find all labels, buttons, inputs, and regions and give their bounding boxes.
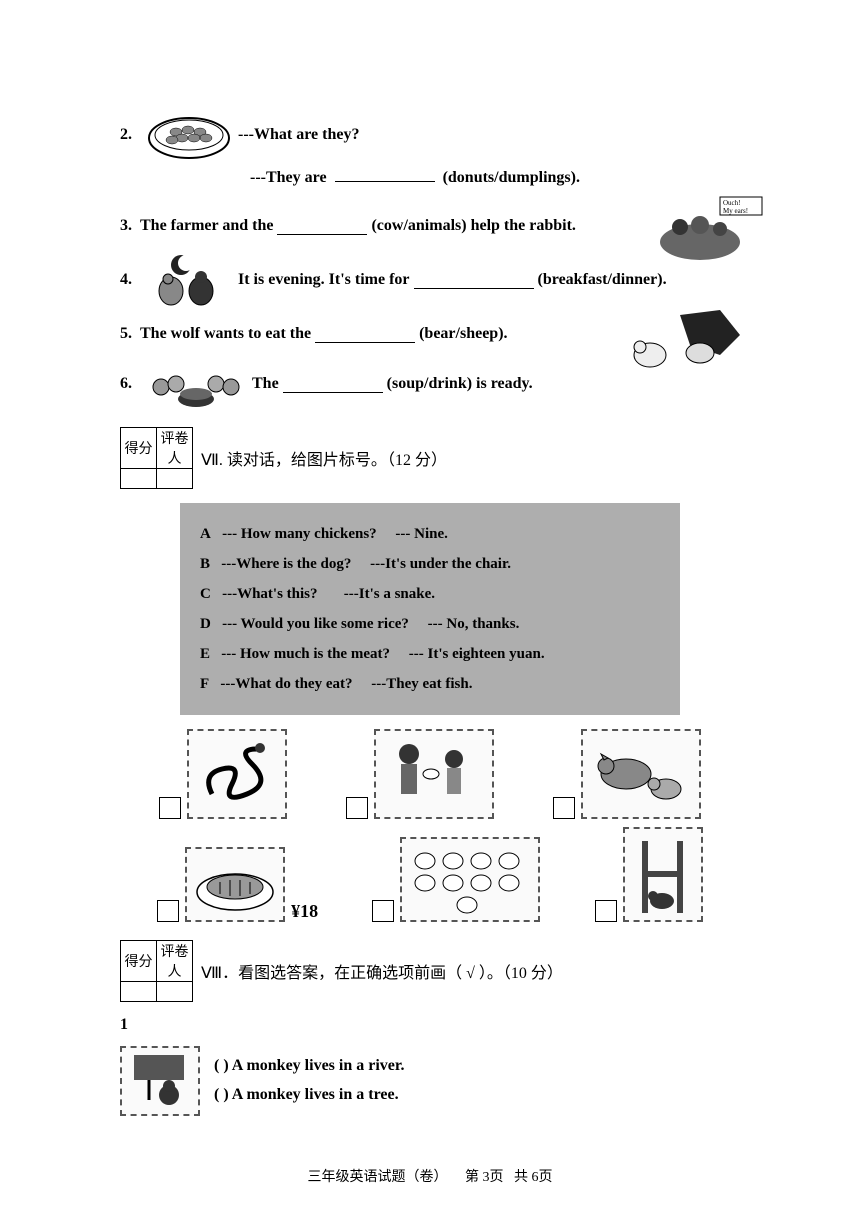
dialog-B: B ---Where is the dog? ---It's under the…: [200, 549, 660, 579]
q6-blank[interactable]: [283, 375, 383, 393]
grader-label: 评卷人: [157, 428, 193, 469]
answer-box[interactable]: [372, 900, 394, 922]
q8-1-number: 1: [120, 1016, 740, 1034]
answer-box[interactable]: [595, 900, 617, 922]
section-7-title: Ⅶ. 读对话，给图片标号。（12 分）: [201, 446, 447, 470]
wolf-sheep-image: [620, 305, 750, 375]
q6-prefix: The: [252, 375, 279, 393]
img-cell-snake: [159, 729, 287, 819]
img-cell-dog-chair: [595, 827, 703, 922]
q6-options: (soup/drink) is ready.: [387, 375, 533, 393]
q3-number: 3.: [120, 217, 132, 235]
dialog-E: E --- How much is the meat? --- It's eig…: [200, 639, 660, 669]
page-footer: 三年级英语试题（卷） 第 3页 共 6页: [0, 1166, 860, 1186]
dumplings-image: [146, 110, 232, 160]
q5-blank[interactable]: [315, 325, 415, 343]
q8-1-opt-a[interactable]: ( ) A monkey lives in a river.: [214, 1052, 405, 1081]
q2-prompt-1: ---What are they?: [238, 126, 359, 144]
dialog-F: F ---What do they eat? ---They eat fish.: [200, 669, 660, 699]
score-cell[interactable]: [121, 469, 157, 489]
score-table-7: 得分评卷人: [120, 427, 193, 489]
svg-text:Ouch!: Ouch!: [723, 199, 741, 207]
grader-cell[interactable]: [157, 469, 193, 489]
score-label: 得分: [121, 941, 157, 982]
q2-options: (donuts/dumplings).: [443, 169, 580, 186]
score-label: 得分: [121, 428, 157, 469]
dialog-A: A --- How many chickens? --- Nine.: [200, 519, 660, 549]
q2-line2: ---They are (donuts/dumplings).: [120, 164, 740, 187]
q4-blank[interactable]: [414, 271, 534, 289]
section-8-title: Ⅷ．看图选答案，在正确选项前画（ √ ）。（10 分）: [201, 959, 563, 983]
answer-box[interactable]: [159, 797, 181, 819]
q8-1-opt-b[interactable]: ( ) A monkey lives in a tree.: [214, 1081, 405, 1110]
svg-text:My ears!: My ears!: [723, 207, 748, 215]
cats-fish-image: [581, 729, 701, 819]
soup-cooking-image: [146, 359, 246, 409]
q2-number: 2.: [120, 126, 132, 144]
img-cell-chickens: [372, 827, 540, 922]
chickens-image: [400, 837, 540, 922]
q3-options: (cow/animals) help the rabbit.: [371, 217, 575, 235]
dialog-D: D --- Would you like some rice? --- No, …: [200, 609, 660, 639]
image-grid-row-1: [130, 729, 730, 819]
q4-options: (breakfast/dinner).: [538, 271, 667, 289]
grader-cell[interactable]: [157, 982, 193, 1002]
img-cell-cats-fish: [553, 729, 701, 819]
q8-1: ( ) A monkey lives in a river. ( ) A mon…: [120, 1046, 740, 1116]
q4-prefix: It is evening. It's time for: [238, 271, 410, 289]
snake-image: [187, 729, 287, 819]
q2-blank[interactable]: [335, 164, 435, 182]
meat-image: [185, 847, 285, 922]
section-8-header: 得分评卷人 Ⅷ．看图选答案，在正确选项前画（ √ ）。（10 分）: [120, 940, 740, 1002]
farmer-animals-image: Ouch! My ears!: [650, 187, 770, 267]
dialog-C: C ---What's this? ---It's a snake.: [200, 579, 660, 609]
grader-label: 评卷人: [157, 941, 193, 982]
score-cell[interactable]: [121, 982, 157, 1002]
rice-offer-image: [374, 729, 494, 819]
question-4: 4. It is evening. It's time for (breakfa…: [120, 251, 740, 309]
section-7-header: 得分评卷人 Ⅶ. 读对话，给图片标号。（12 分）: [120, 427, 740, 489]
answer-box[interactable]: [157, 900, 179, 922]
image-grid-row-2: ¥18: [130, 827, 730, 922]
question-3: 3. The farmer and the (cow/animals) help…: [120, 217, 740, 235]
q8-1-options: ( ) A monkey lives in a river. ( ) A mon…: [214, 1052, 405, 1110]
evening-animals-image: [146, 251, 232, 309]
score-table-8: 得分评卷人: [120, 940, 193, 1002]
q3-blank[interactable]: [277, 217, 367, 235]
q5-prefix: The wolf wants to eat the: [140, 325, 311, 343]
q4-number: 4.: [120, 271, 132, 289]
q6-number: 6.: [120, 375, 132, 393]
answer-box[interactable]: [553, 797, 575, 819]
q5-options: (bear/sheep).: [419, 325, 507, 343]
answer-box[interactable]: [346, 797, 368, 819]
question-2: 2. ---What are they?: [120, 110, 740, 160]
q3-prefix: The farmer and the: [140, 217, 273, 235]
q2-prefix: ---They are: [250, 169, 327, 186]
monkey-tree-image: [120, 1046, 200, 1116]
dog-chair-image: [623, 827, 703, 922]
img-cell-rice-offer: [346, 729, 494, 819]
img-cell-meat: ¥18: [157, 827, 318, 922]
price-label: ¥18: [291, 901, 318, 922]
dialog-box: A --- How many chickens? --- Nine. B ---…: [180, 503, 680, 715]
q5-number: 5.: [120, 325, 132, 343]
